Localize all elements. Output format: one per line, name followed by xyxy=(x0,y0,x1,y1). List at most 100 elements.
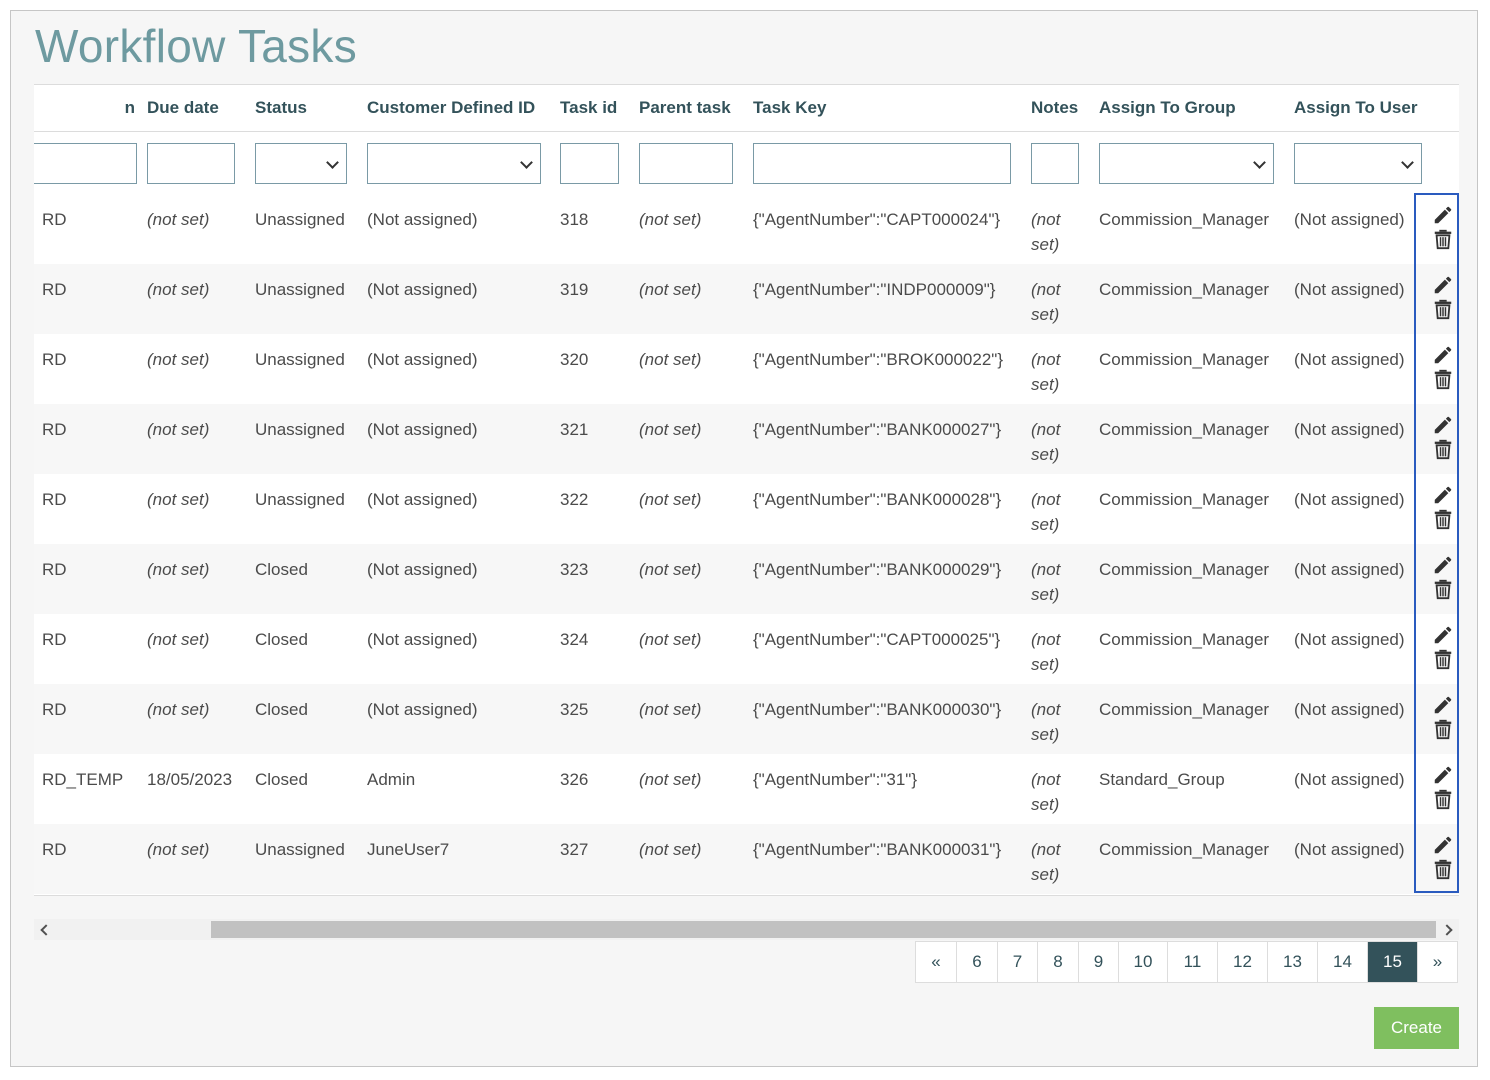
pencil-icon[interactable] xyxy=(1432,274,1454,296)
table-row: RD (not set) Closed (Not assigned) 325 (not s… xyxy=(34,684,1459,754)
cell-status: Closed xyxy=(245,684,357,754)
cell-assign-to-user: (Not assigned) xyxy=(1284,614,1419,684)
pagination-page-15-active[interactable]: 15 xyxy=(1367,942,1417,982)
pencil-icon[interactable] xyxy=(1432,554,1454,576)
column-header-task-key[interactable]: Task Key xyxy=(743,85,1021,132)
column-header-assign-to-user[interactable]: Assign To User xyxy=(1284,85,1419,132)
column-header-task-id[interactable]: Task id xyxy=(550,85,629,132)
cell-assign-to-user: (Not assigned) xyxy=(1284,194,1419,264)
pagination-page-10[interactable]: 10 xyxy=(1118,942,1167,982)
cell-customer-defined-id: (Not assigned) xyxy=(357,194,550,264)
trash-icon[interactable] xyxy=(1432,438,1454,460)
trash-icon[interactable] xyxy=(1432,368,1454,390)
pagination-page-13[interactable]: 13 xyxy=(1267,942,1317,982)
cell-notes: (not set) xyxy=(1021,474,1089,544)
filter-notes-input[interactable] xyxy=(1031,142,1079,184)
cell-task-id: 325 xyxy=(550,684,629,754)
cell-name: RD_TEMP xyxy=(34,754,137,824)
horizontal-scrollbar[interactable] xyxy=(34,919,1459,940)
filter-assign-to-user-select[interactable] xyxy=(1294,142,1422,184)
tasks-table-viewport[interactable]: n Due date Status Customer Defined ID Ta… xyxy=(34,84,1459,896)
trash-icon[interactable] xyxy=(1432,228,1454,250)
cell-status: Closed xyxy=(245,754,357,824)
pagination-prev[interactable]: « xyxy=(931,952,941,971)
pencil-icon[interactable] xyxy=(1432,694,1454,716)
cell-notes: (not set) xyxy=(1021,754,1089,824)
trash-icon[interactable] xyxy=(1432,858,1454,880)
cell-customer-defined-id: Admin xyxy=(357,754,550,824)
filter-task-key-input[interactable] xyxy=(753,142,1011,184)
cell-actions xyxy=(1419,334,1459,404)
pencil-icon[interactable] xyxy=(1432,484,1454,506)
cell-name: RD xyxy=(34,824,137,894)
filter-parent-task-input[interactable] xyxy=(639,142,733,184)
pagination-page-7[interactable]: 7 xyxy=(997,942,1037,982)
scroll-left-arrow-icon[interactable] xyxy=(36,921,53,938)
filter-due-date-input[interactable] xyxy=(147,142,235,184)
cell-customer-defined-id: (Not assigned) xyxy=(357,544,550,614)
column-header-due-date[interactable]: Due date xyxy=(137,85,245,132)
pencil-icon[interactable] xyxy=(1432,834,1454,856)
cell-actions xyxy=(1419,684,1459,754)
cell-assign-to-group: Commission_Manager xyxy=(1089,194,1284,264)
pencil-icon[interactable] xyxy=(1432,204,1454,226)
cell-actions xyxy=(1419,404,1459,474)
cell-actions xyxy=(1419,544,1459,614)
cell-status: Unassigned xyxy=(245,334,357,404)
cell-task-key: {"AgentNumber":"BANK000028"} xyxy=(743,474,1021,544)
pagination: « 6 7 8 9 10 11 12 13 14 15 » xyxy=(915,941,1458,983)
pagination-page-14[interactable]: 14 xyxy=(1317,942,1367,982)
cell-assign-to-group: Commission_Manager xyxy=(1089,824,1284,894)
cell-parent-task: (not set) xyxy=(629,824,743,894)
cell-status: Unassigned xyxy=(245,194,357,264)
filter-name-input[interactable] xyxy=(34,142,137,184)
column-header-name[interactable]: n xyxy=(34,85,137,132)
pagination-page-9[interactable]: 9 xyxy=(1078,942,1118,982)
trash-icon[interactable] xyxy=(1432,648,1454,670)
table-row: RD (not set) Unassigned (Not assigned) 318 (n… xyxy=(34,194,1459,264)
cell-task-id: 327 xyxy=(550,824,629,894)
column-header-assign-to-group[interactable]: Assign To Group xyxy=(1089,85,1284,132)
pencil-icon[interactable] xyxy=(1432,624,1454,646)
filter-customer-defined-id-select[interactable] xyxy=(367,142,541,184)
cell-assign-to-group: Commission_Manager xyxy=(1089,264,1284,334)
filter-task-id-input[interactable] xyxy=(560,142,619,184)
cell-notes: (not set) xyxy=(1021,684,1089,754)
filter-assign-to-group-select[interactable] xyxy=(1099,142,1274,184)
pencil-icon[interactable] xyxy=(1432,344,1454,366)
page-frame: Workflow Tasks n Due date Status xyxy=(10,10,1478,1067)
trash-icon[interactable] xyxy=(1432,718,1454,740)
cell-due-date: (not set) xyxy=(137,824,245,894)
table-row: RD (not set) Unassigned JuneUser7 327 (not se… xyxy=(34,824,1459,894)
column-header-status[interactable]: Status xyxy=(245,85,357,132)
filter-status-select[interactable] xyxy=(255,142,347,184)
table-row: RD (not set) Closed (Not assigned) 323 (not s… xyxy=(34,544,1459,614)
trash-icon[interactable] xyxy=(1432,578,1454,600)
scrollbar-thumb[interactable] xyxy=(211,921,1436,938)
cell-customer-defined-id: (Not assigned) xyxy=(357,614,550,684)
cell-task-key: {"AgentNumber":"31"} xyxy=(743,754,1021,824)
trash-icon[interactable] xyxy=(1432,788,1454,810)
column-header-notes[interactable]: Notes xyxy=(1021,85,1089,132)
pencil-icon[interactable] xyxy=(1432,414,1454,436)
cell-assign-to-group: Commission_Manager xyxy=(1089,684,1284,754)
table-row: RD (not set) Unassigned (Not assigned) 322 (n… xyxy=(34,474,1459,544)
cell-assign-to-group: Standard_Group xyxy=(1089,754,1284,824)
scroll-right-arrow-icon[interactable] xyxy=(1440,921,1457,938)
column-header-parent-task[interactable]: Parent task xyxy=(629,85,743,132)
trash-icon[interactable] xyxy=(1432,508,1454,530)
pagination-page-8[interactable]: 8 xyxy=(1037,942,1078,982)
pagination-page-11[interactable]: 11 xyxy=(1167,942,1217,982)
cell-assign-to-user: (Not assigned) xyxy=(1284,264,1419,334)
pagination-page-12[interactable]: 12 xyxy=(1217,942,1267,982)
pencil-icon[interactable] xyxy=(1432,764,1454,786)
create-button[interactable]: Create xyxy=(1374,1007,1459,1049)
pagination-page-6[interactable]: 6 xyxy=(956,942,997,982)
trash-icon[interactable] xyxy=(1432,298,1454,320)
column-header-customer-defined-id[interactable]: Customer Defined ID xyxy=(357,85,550,132)
pagination-next[interactable]: » xyxy=(1417,942,1457,982)
cell-customer-defined-id: (Not assigned) xyxy=(357,334,550,404)
cell-actions xyxy=(1419,754,1459,824)
cell-notes: (not set) xyxy=(1021,334,1089,404)
cell-task-key: {"AgentNumber":"BANK000027"} xyxy=(743,404,1021,474)
